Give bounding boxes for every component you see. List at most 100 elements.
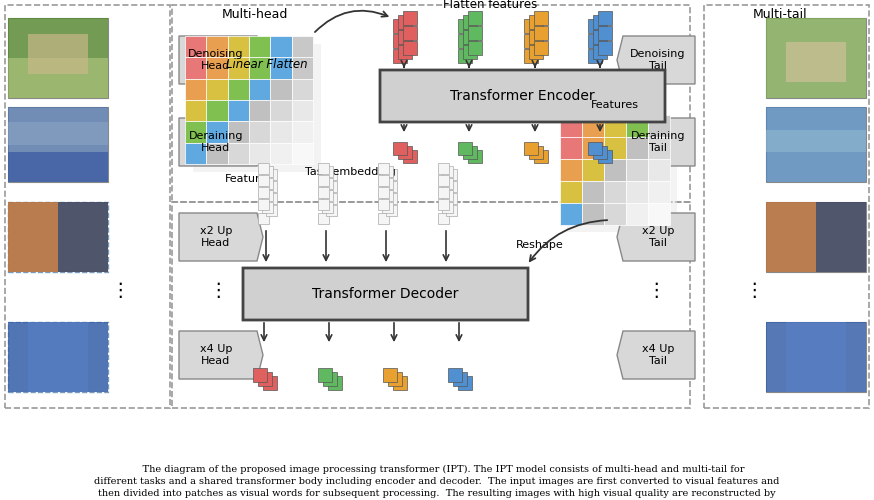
Bar xyxy=(193,44,321,172)
Bar xyxy=(322,190,333,201)
Bar xyxy=(292,36,313,58)
Bar xyxy=(292,122,313,142)
Bar xyxy=(326,169,337,180)
Bar xyxy=(626,181,648,203)
Bar xyxy=(529,45,543,59)
Bar xyxy=(258,163,269,174)
Bar xyxy=(593,146,607,159)
Bar xyxy=(766,202,866,272)
Bar xyxy=(185,142,206,164)
Bar xyxy=(318,175,329,186)
Bar xyxy=(442,166,453,177)
Bar xyxy=(326,205,337,216)
Bar xyxy=(626,137,648,159)
Bar xyxy=(704,5,869,408)
Bar xyxy=(227,122,249,142)
Bar xyxy=(604,159,626,181)
Text: Linear Flatten: Linear Flatten xyxy=(226,58,308,71)
Bar xyxy=(582,203,604,225)
Bar xyxy=(8,202,108,272)
Bar xyxy=(446,181,457,192)
Bar xyxy=(604,115,626,137)
Bar xyxy=(648,159,670,181)
Bar xyxy=(588,49,602,63)
Bar xyxy=(206,78,227,100)
Bar xyxy=(560,137,582,159)
Bar xyxy=(206,142,227,164)
Bar xyxy=(403,41,417,55)
Bar xyxy=(766,322,866,392)
Bar xyxy=(378,199,389,210)
Bar xyxy=(438,163,449,174)
Bar xyxy=(318,163,329,174)
Bar xyxy=(766,202,866,272)
Bar xyxy=(206,58,227,78)
Bar xyxy=(270,36,292,58)
Bar xyxy=(266,169,277,180)
Bar xyxy=(766,18,866,98)
Text: ⋮: ⋮ xyxy=(110,280,129,299)
Bar xyxy=(393,142,407,155)
Bar xyxy=(766,130,866,152)
Bar xyxy=(398,30,412,44)
Polygon shape xyxy=(179,36,263,84)
Bar xyxy=(458,376,472,390)
Bar xyxy=(604,203,626,225)
Bar xyxy=(393,34,407,48)
Text: Reshape: Reshape xyxy=(517,240,564,250)
Bar xyxy=(567,122,677,232)
Bar xyxy=(322,202,333,213)
Bar xyxy=(8,107,108,182)
Bar xyxy=(258,372,272,386)
Bar xyxy=(816,202,866,272)
Bar xyxy=(292,58,313,78)
Bar xyxy=(5,5,170,408)
Text: Denoising
Tail: Denoising Tail xyxy=(630,49,686,71)
Bar xyxy=(253,368,267,382)
Bar xyxy=(560,203,582,225)
Bar xyxy=(393,376,407,390)
Bar xyxy=(317,213,329,224)
Bar xyxy=(626,159,648,181)
Text: x4 Up
Head: x4 Up Head xyxy=(200,344,232,366)
Bar xyxy=(438,213,448,224)
Bar xyxy=(227,58,249,78)
Bar xyxy=(463,146,477,159)
Bar xyxy=(766,107,866,182)
Bar xyxy=(58,202,108,272)
Bar xyxy=(322,166,333,177)
Bar xyxy=(442,190,453,201)
Bar xyxy=(468,26,482,40)
Bar xyxy=(593,30,607,44)
Bar xyxy=(266,193,277,204)
Bar xyxy=(438,187,449,198)
Bar xyxy=(172,5,690,202)
Bar xyxy=(786,322,846,392)
Bar xyxy=(766,107,866,182)
Bar xyxy=(258,187,269,198)
Bar xyxy=(529,146,543,159)
Text: Features: Features xyxy=(225,174,273,184)
Bar xyxy=(292,142,313,164)
Bar xyxy=(8,202,108,272)
Bar xyxy=(249,58,270,78)
Bar xyxy=(626,203,648,225)
Bar xyxy=(766,202,816,272)
Bar xyxy=(529,30,543,44)
Bar xyxy=(468,150,482,163)
Bar xyxy=(593,15,607,29)
Bar xyxy=(588,19,602,33)
Bar xyxy=(266,181,277,192)
Bar xyxy=(227,100,249,122)
Bar xyxy=(249,78,270,100)
Bar xyxy=(378,213,389,224)
Text: ⋮: ⋮ xyxy=(208,280,228,299)
Bar xyxy=(534,26,548,40)
Text: Transformer Encoder: Transformer Encoder xyxy=(450,89,595,103)
Text: Denoising
Head: Denoising Head xyxy=(188,49,244,71)
Text: The diagram of the proposed image processing transformer (IPT). The IPT model co: The diagram of the proposed image proces… xyxy=(94,465,780,500)
Bar xyxy=(262,178,273,189)
Bar xyxy=(446,193,457,204)
Polygon shape xyxy=(617,36,695,84)
Bar xyxy=(258,213,268,224)
